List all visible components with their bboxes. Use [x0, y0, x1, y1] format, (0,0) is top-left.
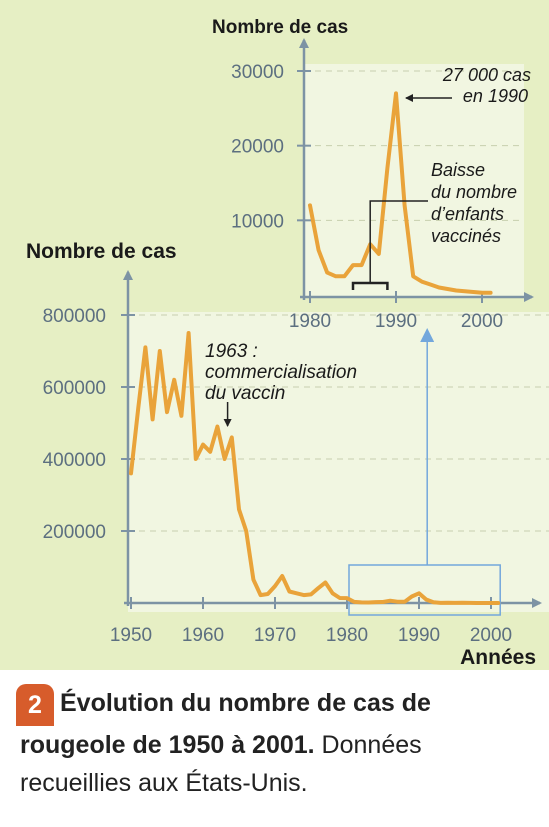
main-series-line: [129, 331, 501, 605]
vaccination-annotation-line: vaccinés: [431, 226, 501, 246]
vaccine-annotation-line: du vaccin: [205, 383, 285, 404]
inset-plot-background: [304, 64, 524, 297]
main-grid: [128, 314, 549, 532]
caption-title: Évolution du nombre de cas de rougeole d…: [20, 689, 431, 759]
main-y-tick-label: 200000: [43, 522, 106, 543]
inset-y-tick-label: 30000: [231, 62, 284, 83]
vaccination-annotation-line: d’enfants: [431, 204, 504, 224]
inset-y-tick-label: 10000: [231, 211, 284, 232]
vaccine-annotation: 1963 : commercialisation du vaccin: [205, 341, 357, 404]
inset-annotations: 27 000 cas en 1990 Baisse du nombre d’enfant…: [351, 65, 531, 290]
main-y-tick-label: 800000: [43, 306, 106, 327]
peak-annotation-line: 27 000 cas: [442, 65, 531, 85]
vaccination-annotation-line: Baisse: [431, 160, 485, 180]
vaccination-annotation: Baisse du nombre d’enfants vaccinés: [431, 160, 517, 246]
main-x-tick-label: 1960: [182, 625, 224, 646]
vaccine-annotation-line: 1963 :: [205, 341, 258, 362]
figure: 200000 400000 600000 800000 1950 1960 1970 198…: [0, 0, 549, 670]
main-y-tick-label: 600000: [43, 378, 106, 399]
inset-y-tick-label: 20000: [231, 137, 284, 158]
peak-annotation-line: en 1990: [463, 86, 528, 106]
main-y-ticks: 200000 400000 600000 800000: [43, 306, 135, 543]
vaccination-annotation-line: du nombre: [431, 182, 517, 202]
inset-x-tick-label: 2000: [461, 311, 503, 332]
figure-number-badge: 2: [16, 684, 54, 726]
inset-grid: [304, 70, 524, 221]
inset-x-ticks: 1980 1990 2000: [289, 291, 503, 332]
inset-series-line: [308, 91, 493, 295]
caption: 2 Évolution du nombre de cas de rougeole …: [16, 684, 535, 802]
peak-annotation: 27 000 cas en 1990: [442, 65, 531, 106]
main-x-tick-label: 1970: [254, 625, 296, 646]
main-x-tick-label: 2000: [470, 625, 512, 646]
inset-x-tick-label: 1990: [375, 311, 417, 332]
caption-body: Données recueillies aux États-Unis.: [20, 731, 422, 797]
main-y-tick-label: 400000: [43, 450, 106, 471]
main-plot-background: [128, 312, 549, 612]
highlight-rectangle: [348, 564, 501, 616]
caption-text: Évolution du nombre de cas de rougeole d…: [20, 689, 431, 797]
main-x-tick-label: 1990: [398, 625, 440, 646]
main-annotations: 1963 : commercialisation du vaccin: [205, 341, 357, 427]
main-x-tick-label: 1950: [110, 625, 152, 646]
main-x-axis-label: Années: [460, 646, 536, 669]
main-y-axis-label: Nombre de cas: [26, 240, 177, 263]
chart-svg: 200000 400000 600000 800000 1950 1960 1970 198…: [0, 0, 549, 670]
vaccine-annotation-line: commercialisation: [205, 362, 357, 383]
main-x-tick-label: 1980: [326, 625, 368, 646]
vaccination-leader-line: [369, 200, 428, 283]
main-x-ticks: 1950 1960 1970 1980 1990 2000: [110, 597, 512, 646]
inset-y-axis-label: Nombre de cas: [212, 17, 348, 38]
inset-x-tick-label: 1980: [289, 311, 331, 332]
inset-y-ticks: 10000 20000 30000: [231, 62, 311, 232]
